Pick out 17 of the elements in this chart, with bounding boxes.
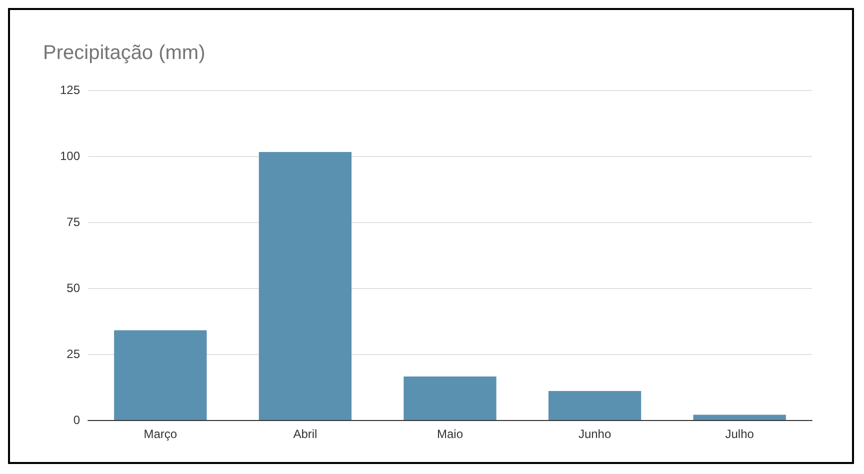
y-tick-label: 25 <box>66 347 80 361</box>
y-tick-label: 0 <box>73 413 80 427</box>
y-tick-label: 75 <box>66 215 80 229</box>
bar <box>548 390 642 420</box>
y-tick-label: 50 <box>66 281 80 295</box>
x-tick-label: Abril <box>293 427 318 441</box>
bar <box>258 152 352 420</box>
x-tick-label: Junho <box>578 427 612 441</box>
bar <box>114 330 207 420</box>
x-tick-label: Março <box>144 427 178 441</box>
chart-title: Precipitação (mm) <box>43 42 206 64</box>
bar <box>404 376 496 420</box>
bar <box>693 414 786 420</box>
x-tick-label: Julho <box>725 427 754 441</box>
y-tick-label: 100 <box>60 149 80 163</box>
x-tick-label: Maio <box>436 427 464 441</box>
y-tick-label: 125 <box>60 83 80 97</box>
